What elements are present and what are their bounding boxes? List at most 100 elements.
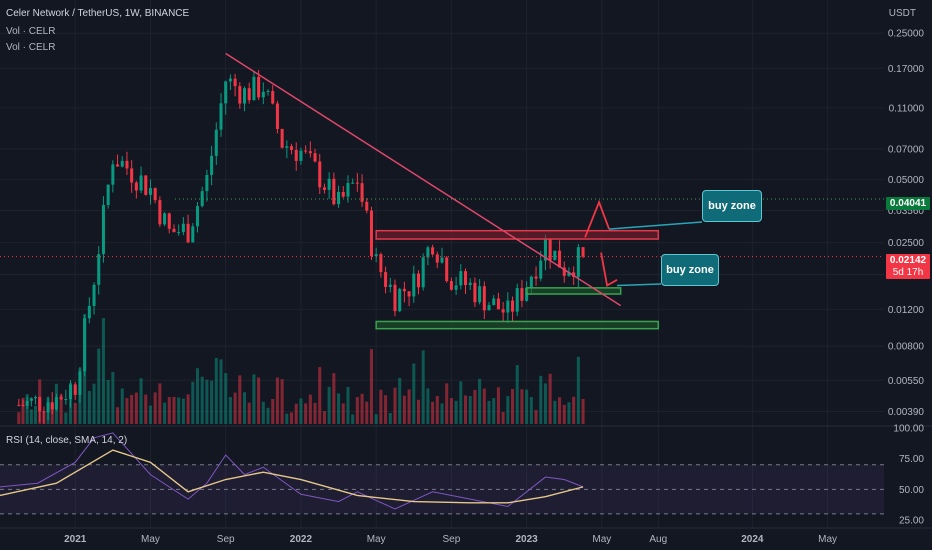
candle-body bbox=[435, 254, 439, 263]
buy-zone-callout-upper[interactable]: buy zone bbox=[702, 190, 762, 222]
candle-body bbox=[210, 155, 214, 175]
y-tick-label: 0.03560 bbox=[888, 206, 925, 217]
volume-bar bbox=[17, 412, 21, 424]
volume-bar bbox=[567, 402, 571, 424]
volume-bar bbox=[153, 392, 157, 424]
volume-bar bbox=[247, 402, 251, 424]
candle-body bbox=[416, 273, 421, 288]
candle-body bbox=[492, 298, 496, 306]
candle-body bbox=[454, 285, 458, 290]
candle-body bbox=[50, 402, 54, 410]
volume-bar bbox=[25, 394, 29, 424]
candle-body bbox=[572, 272, 576, 277]
volume-bar bbox=[134, 392, 138, 424]
volume-legend-2[interactable]: Vol · CELR bbox=[6, 42, 56, 53]
candle-body bbox=[313, 153, 317, 162]
rsi-tick-label: 100.00 bbox=[893, 424, 924, 435]
volume-bar bbox=[280, 379, 284, 424]
candle-body bbox=[214, 129, 218, 156]
volume-bar bbox=[163, 402, 167, 424]
volume-bar bbox=[97, 348, 101, 424]
volume-bar bbox=[346, 386, 350, 424]
candle-body bbox=[487, 305, 491, 311]
candle-body bbox=[73, 384, 77, 395]
volume-bar bbox=[167, 396, 171, 424]
candle-body bbox=[205, 174, 209, 192]
y-tick-label: 0.05000 bbox=[888, 175, 925, 186]
volume-bar bbox=[172, 396, 176, 424]
candle-body bbox=[42, 411, 46, 413]
y-tick-label: 0.01200 bbox=[888, 305, 925, 316]
volume-bar bbox=[294, 403, 298, 424]
rsi-tick-label: 25.00 bbox=[899, 516, 924, 527]
volume-bar bbox=[482, 388, 486, 424]
candle-body bbox=[543, 238, 547, 261]
volume-bar bbox=[144, 394, 148, 424]
candle-body bbox=[148, 188, 152, 195]
candle-body bbox=[139, 175, 143, 191]
bar-countdown: 5d 17h bbox=[892, 267, 924, 278]
volume-bar bbox=[308, 394, 312, 424]
candle-body bbox=[280, 128, 284, 148]
volume-bar bbox=[228, 396, 232, 424]
volume-bar bbox=[539, 375, 543, 424]
candle-body bbox=[266, 91, 270, 93]
candle-body bbox=[163, 213, 167, 225]
candle-body bbox=[426, 247, 430, 258]
trendline bbox=[225, 52, 622, 307]
volume-bar bbox=[186, 394, 190, 424]
volume-bar bbox=[177, 397, 181, 424]
volume-bar bbox=[492, 398, 496, 424]
arrow-down-path bbox=[600, 252, 618, 287]
x-tick-label: May bbox=[592, 534, 611, 545]
volume-bar bbox=[181, 398, 185, 424]
rsi-ma-line bbox=[0, 449, 584, 504]
volume-bar bbox=[224, 373, 228, 424]
volume-bar bbox=[322, 411, 326, 424]
last-price-value: 0.02142 bbox=[889, 255, 927, 266]
volume-bar bbox=[332, 373, 336, 424]
candle-body bbox=[365, 201, 369, 211]
support-zone bbox=[525, 287, 622, 295]
volume-bar bbox=[534, 409, 538, 424]
volume-bar bbox=[351, 414, 355, 424]
y-tick-label: 0.25000 bbox=[888, 29, 925, 40]
candle-body bbox=[567, 272, 571, 276]
candle-body bbox=[529, 276, 533, 288]
y-tick-label: 0.02500 bbox=[888, 238, 925, 249]
volume-bar bbox=[233, 392, 237, 424]
candle-body bbox=[360, 183, 364, 202]
volume-bar bbox=[313, 402, 317, 424]
buy-zone-callout-lower[interactable]: buy zone bbox=[661, 254, 719, 286]
candle-body bbox=[308, 151, 312, 154]
volume-bar bbox=[191, 381, 195, 424]
volume-bar bbox=[257, 377, 261, 424]
volume-bar bbox=[511, 389, 515, 424]
candle-body bbox=[501, 309, 505, 313]
volume-bar bbox=[195, 368, 200, 424]
candle-body bbox=[167, 213, 171, 229]
volume-bar bbox=[205, 379, 209, 424]
candle-body bbox=[515, 288, 519, 312]
candle-body bbox=[21, 405, 25, 407]
candle-body bbox=[388, 284, 392, 287]
volume-bar bbox=[558, 397, 562, 424]
candle-body bbox=[290, 146, 294, 150]
support-zone bbox=[375, 320, 660, 330]
volume-bar bbox=[304, 403, 308, 424]
volume-legend-1[interactable]: Vol · CELR bbox=[6, 26, 56, 37]
rsi-legend[interactable]: RSI (14, close, SMA, 14, 2) bbox=[6, 435, 128, 446]
candle-body bbox=[581, 247, 585, 257]
volume-bar bbox=[34, 405, 38, 424]
candle-body bbox=[496, 298, 500, 310]
candle-body bbox=[402, 288, 406, 292]
volume-bar bbox=[125, 398, 129, 424]
y-tick-label: 0.00390 bbox=[888, 407, 925, 418]
volume-bar bbox=[520, 389, 524, 424]
volume-bar bbox=[238, 375, 242, 424]
symbol-title[interactable]: Celer Network / TetherUS, 1W, BINANCE bbox=[6, 8, 190, 19]
candle-body bbox=[534, 276, 538, 279]
candle-body bbox=[120, 160, 124, 167]
candle-body bbox=[228, 78, 232, 82]
